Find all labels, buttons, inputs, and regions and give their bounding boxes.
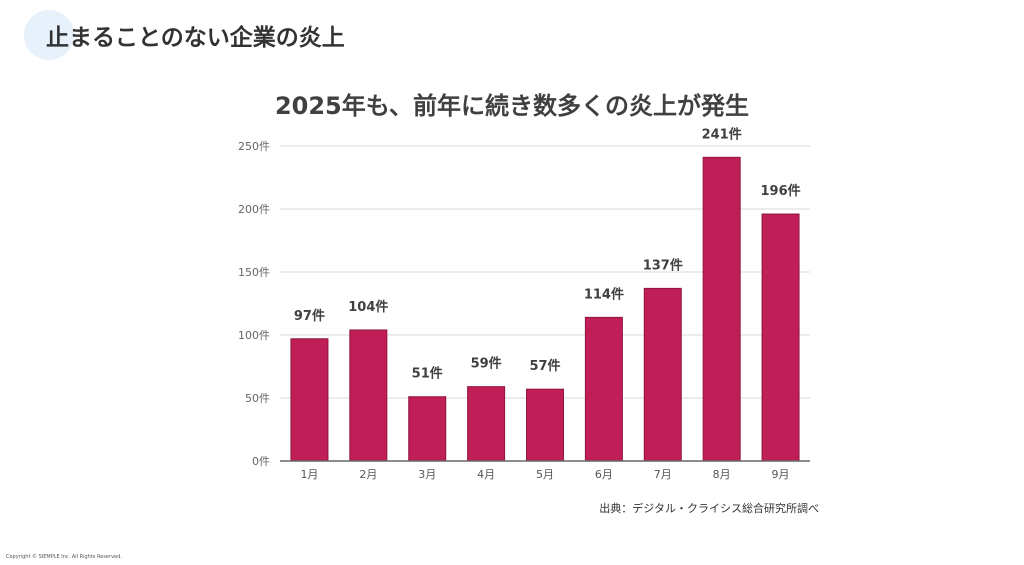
title-accent-circle — [24, 10, 74, 60]
y-tick-label: 250件 — [238, 140, 270, 153]
y-tick-label: 150件 — [238, 266, 270, 279]
bar — [584, 316, 623, 462]
bar — [290, 338, 329, 462]
data-label: 59件 — [471, 356, 502, 372]
y-tick-label: 0件 — [252, 455, 270, 468]
bar — [408, 396, 447, 462]
x-tick-label: 7月 — [654, 468, 672, 481]
y-tick-label: 50件 — [245, 392, 270, 405]
data-label: 241件 — [702, 126, 742, 142]
copyright-notice: Copyright © SIEMPLE Inc. All Rights Rese… — [6, 554, 122, 560]
bar — [761, 213, 800, 462]
x-tick-label: 4月 — [477, 468, 495, 481]
data-label: 104件 — [348, 299, 388, 315]
y-tick-label: 100件 — [238, 329, 270, 342]
x-tick-label: 3月 — [418, 468, 436, 481]
x-tick-label: 5月 — [536, 468, 554, 481]
data-label: 97件 — [294, 308, 325, 324]
x-tick-label: 9月 — [772, 468, 790, 481]
source-note: 出典：デジタル・クライシス総合研究所調べ — [599, 502, 819, 515]
bar — [526, 388, 564, 462]
data-label: 57件 — [529, 358, 560, 374]
data-label: 137件 — [643, 257, 683, 273]
x-tick-label: 1月 — [300, 468, 318, 481]
data-label: 114件 — [584, 286, 624, 302]
bar — [467, 386, 506, 462]
bar — [702, 156, 741, 462]
data-label: 196件 — [760, 183, 800, 199]
bar — [349, 329, 388, 462]
x-tick-label: 8月 — [713, 468, 731, 481]
slide-title: 止まることのない企業の炎上 — [46, 25, 345, 51]
data-label: 51件 — [412, 366, 443, 382]
chart-title: 2025年も、前年に続き数多くの炎上が発生 — [274, 92, 750, 120]
bar — [643, 287, 682, 462]
y-tick-label: 200件 — [238, 203, 270, 216]
x-tick-label: 2月 — [359, 468, 377, 481]
x-tick-label: 6月 — [595, 468, 613, 481]
